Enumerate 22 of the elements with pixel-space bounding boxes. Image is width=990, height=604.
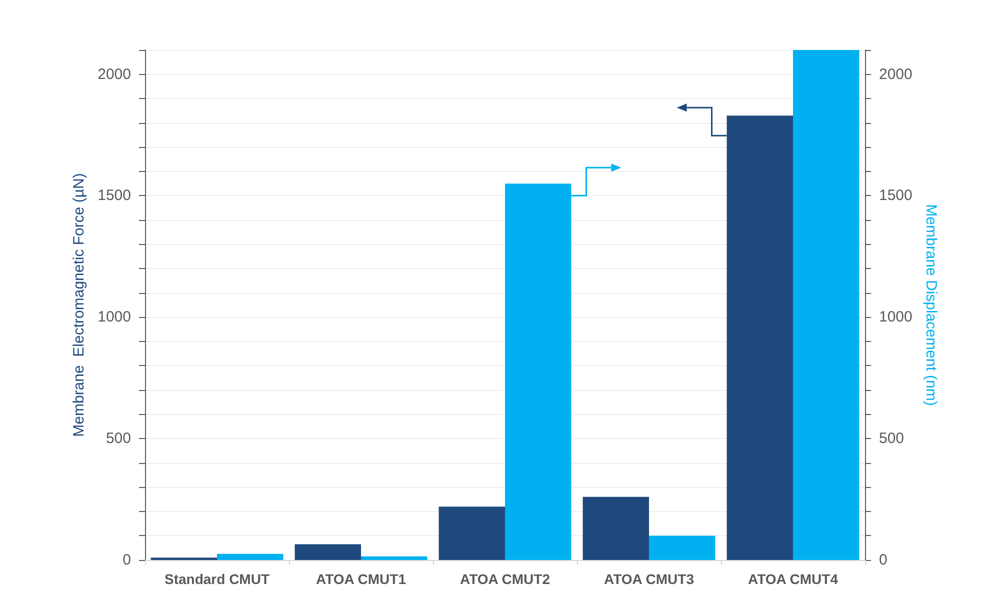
y2-axis-title: Membrane Displacement (nm) [922,204,940,406]
bar [582,496,649,560]
bar [294,544,361,560]
bar [217,554,284,560]
y-tick-label: 0 [122,552,131,568]
y2-tick-label: 1500 [879,187,912,204]
y2-tick-label: 0 [879,552,888,568]
y-tick-label: 2000 [98,66,131,83]
x-tick-label: ATOA CMUT1 [316,571,406,587]
bar [438,506,505,560]
x-tick-label: ATOA CMUT3 [604,571,694,587]
x-tick-label: ATOA CMUT4 [748,571,838,587]
y2-tick-label: 2000 [879,66,912,83]
x-tick-label: Standard CMUT [164,571,270,587]
y-axis-title: Membrane Electromagnetic Force (µN) [70,173,88,437]
y-tick-label: 1000 [98,308,131,326]
y-tick-label: 500 [106,430,131,448]
y2-tick-label: 500 [879,430,904,448]
y-tick-label: 1500 [98,187,131,204]
bar [361,556,428,560]
y2-tick-label: 1000 [879,308,912,326]
x-tick-label: ATOA CMUT2 [460,571,550,587]
